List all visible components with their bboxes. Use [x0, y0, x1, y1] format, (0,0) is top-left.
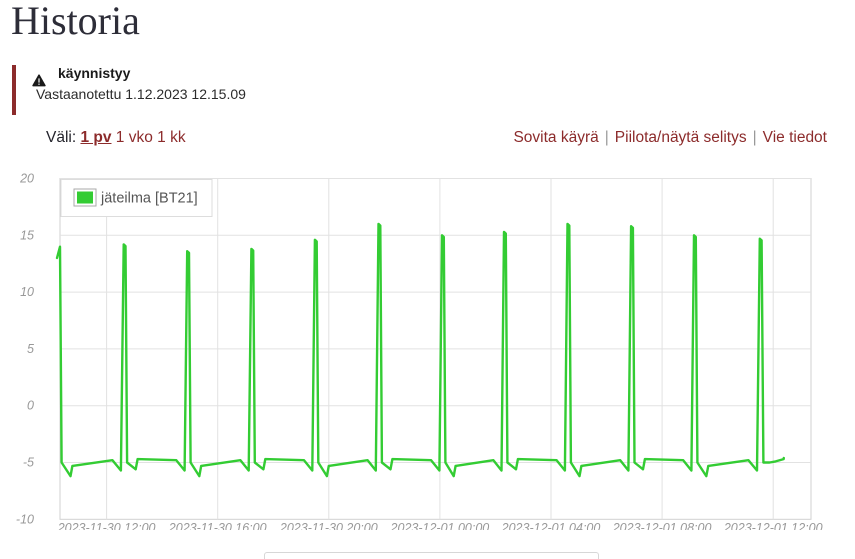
svg-text:20: 20: [19, 172, 34, 186]
svg-text:2023-11-30 16:00: 2023-11-30 16:00: [168, 521, 267, 530]
svg-text:2023-12-01 08:00: 2023-12-01 08:00: [612, 521, 712, 530]
svg-text:jäteilma [BT21]: jäteilma [BT21]: [100, 191, 198, 207]
svg-text:10: 10: [20, 285, 34, 299]
svg-text:0: 0: [27, 399, 34, 413]
svg-text:15: 15: [20, 228, 34, 242]
svg-text:2023-11-30 12:00: 2023-11-30 12:00: [57, 521, 156, 530]
svg-text:-5: -5: [23, 456, 34, 470]
svg-text:2023-12-01 12:00: 2023-12-01 12:00: [723, 521, 823, 530]
svg-text:5: 5: [27, 342, 34, 356]
svg-text:2023-11-30 20:00: 2023-11-30 20:00: [279, 521, 378, 530]
svg-text:2023-12-01 04:00: 2023-12-01 04:00: [501, 521, 601, 530]
svg-text:-10: -10: [16, 512, 34, 526]
svg-text:2023-12-01 00:00: 2023-12-01 00:00: [390, 521, 490, 530]
